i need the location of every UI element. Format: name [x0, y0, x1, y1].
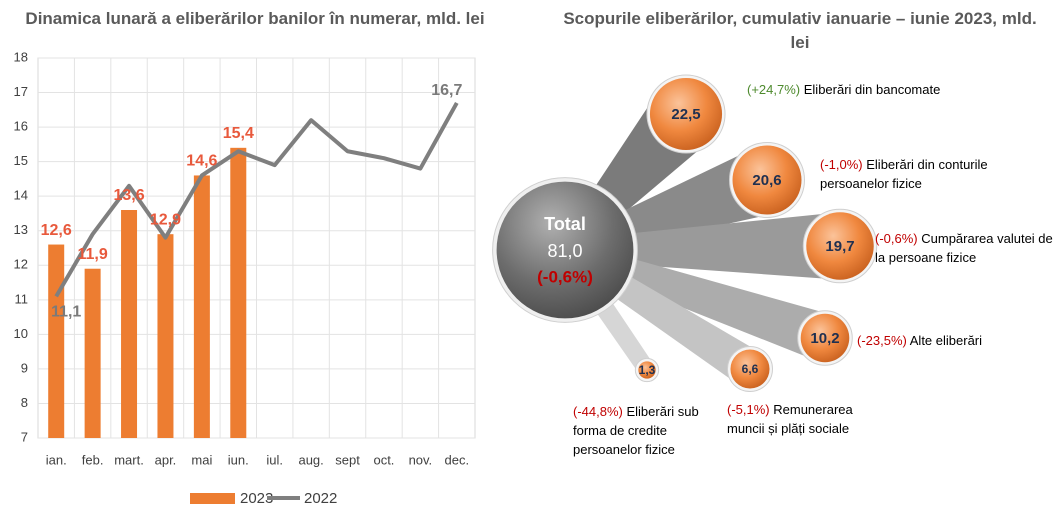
bubble-value: 20,6 [752, 172, 781, 189]
legend-label: 2023 [240, 490, 273, 507]
y-tick-label: 11 [15, 291, 29, 306]
bar [193, 175, 210, 439]
category-name: Remunerarea muncii și plăți sociale [727, 402, 853, 436]
x-tick-label: dec. [445, 452, 470, 467]
x-tick-label: apr. [155, 452, 177, 467]
category-name: Cumpărarea valutei de la persoane fizice [875, 231, 1053, 265]
bubble-value: 22,5 [671, 106, 700, 123]
chart-title: Scopurile eliberărilor, cumulativ ianuar… [563, 9, 1037, 52]
data-label: 11,1 [51, 304, 81, 321]
x-tick-label: mai [191, 452, 212, 467]
y-tick-label: 7 [21, 429, 28, 444]
y-tick-label: 10 [14, 326, 28, 341]
y-tick-label: 14 [14, 188, 28, 203]
x-tick-label: sept [335, 452, 360, 467]
category-name: Eliberări din bancomate [803, 82, 941, 97]
x-tick-label: ian. [46, 452, 67, 467]
y-tick-label: 18 [14, 49, 28, 64]
total-name: Total [544, 214, 586, 234]
bar [84, 268, 101, 438]
legend-swatch [190, 493, 235, 504]
bubble-label: (-23,5%) Alte eliberări [857, 331, 1057, 350]
data-label: 16,7 [431, 82, 462, 99]
bubble [638, 361, 656, 379]
bubble [806, 212, 874, 280]
line [54, 101, 459, 298]
y-tick-label: 16 [14, 119, 28, 134]
data-label: 12,9 [150, 211, 181, 228]
data-label: 11,9 [77, 246, 107, 263]
y-tick-label: 9 [21, 360, 28, 375]
y-tick-label: 12 [14, 257, 28, 272]
data-label: 12,6 [41, 222, 72, 239]
y-tick-label: 17 [14, 84, 28, 99]
bubble-label: (-0,6%) Cumpărarea valutei de la persoan… [875, 229, 1060, 267]
bar [48, 244, 65, 438]
bubble-value: 6,6 [742, 362, 759, 376]
change-label: (-0,6%) [875, 231, 918, 246]
chart-title: Dinamica lunară a eliberărilor banilor î… [25, 9, 485, 28]
change-label: (-44,8%) [573, 404, 623, 419]
bar [230, 147, 247, 438]
change-label: (+24,7%) [747, 82, 801, 97]
x-tick-label: mart. [114, 452, 144, 467]
y-tick-label: 8 [21, 395, 28, 410]
bubble-label: (-5,1%) Remunerarea muncii și plăți soci… [727, 400, 887, 438]
bubble-label: (-1,0%) Eliberări din conturile persoane… [820, 155, 1030, 193]
data-label: 15,4 [223, 125, 254, 142]
total-value: 81,0 [547, 241, 582, 261]
data-label: 14,6 [186, 153, 217, 170]
x-tick-label: iul. [266, 452, 283, 467]
category-name: Eliberări din conturile persoanelor fizi… [820, 157, 988, 191]
change-label: (-5,1%) [727, 402, 770, 417]
x-tick-label: nov. [409, 452, 433, 467]
data-label: 13,6 [113, 187, 144, 204]
bubble-label: (+24,7%) Eliberări din bancomate [747, 80, 967, 99]
x-tick-label: feb. [82, 452, 104, 467]
total-bubble [496, 181, 634, 319]
change-label: (-1,0%) [820, 157, 863, 172]
bubble-value: 10,2 [810, 330, 839, 347]
bar [121, 210, 138, 438]
bubble [649, 77, 723, 151]
x-tick-label: aug. [298, 452, 323, 467]
bar [157, 234, 174, 438]
y-tick-label: 15 [14, 153, 28, 168]
legend-label: 2022 [304, 490, 337, 507]
bubble-value: 19,7 [825, 238, 854, 255]
change-label: (-23,5%) [857, 333, 907, 348]
total-change: (-0,6%) [537, 267, 593, 286]
bubble-value: 1,3 [639, 363, 656, 377]
x-tick-label: iun. [228, 452, 249, 467]
category-name: Eliberări sub forma de credite persoanel… [573, 404, 699, 457]
bubble-label: (-44,8%) Eliberări sub forma de credite … [573, 402, 713, 459]
bubble [800, 313, 850, 363]
y-tick-label: 13 [14, 222, 28, 237]
bubble [732, 145, 802, 215]
category-name: Alte eliberări [909, 333, 983, 348]
bubble [730, 349, 770, 389]
x-tick-label: oct. [373, 452, 394, 467]
